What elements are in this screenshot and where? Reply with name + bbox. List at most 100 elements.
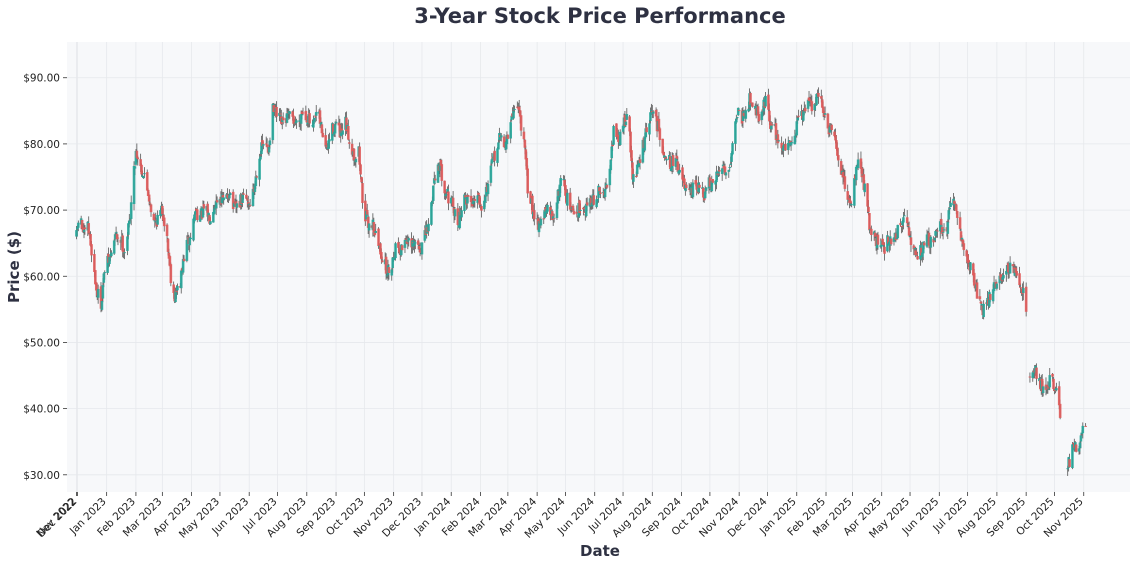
- candle-down: [99, 286, 103, 309]
- candle-up: [499, 135, 503, 138]
- candle-up: [747, 108, 750, 112]
- candle-up: [420, 242, 424, 255]
- candle-up: [463, 194, 466, 212]
- candle-up: [123, 252, 126, 254]
- candle-up: [288, 111, 292, 114]
- candle-down: [582, 207, 585, 210]
- candle-up: [394, 243, 397, 259]
- candle-down: [523, 139, 527, 148]
- candle-up: [556, 189, 560, 204]
- candle-down: [975, 282, 979, 299]
- candle-up: [156, 214, 159, 225]
- candle-down: [833, 131, 836, 137]
- candle-down: [694, 180, 698, 185]
- candle-down: [803, 107, 807, 112]
- candle-up: [476, 195, 479, 203]
- candle-down: [868, 212, 871, 231]
- candle-up: [374, 230, 378, 233]
- candle-up: [232, 202, 236, 207]
- candle-up: [432, 178, 436, 184]
- candle-down: [899, 222, 902, 226]
- candle-down: [400, 245, 404, 251]
- candle-up: [486, 183, 490, 195]
- candle-up: [512, 111, 515, 119]
- candle-up: [334, 121, 338, 124]
- candle-down: [377, 228, 380, 247]
- candle-up: [674, 157, 678, 167]
- candle-down: [202, 204, 206, 209]
- candle-up: [510, 115, 513, 120]
- candle-up: [729, 163, 732, 165]
- candle-up: [1022, 288, 1025, 294]
- candle-up: [669, 167, 673, 171]
- candle-down: [477, 192, 480, 195]
- candle-down: [958, 217, 962, 229]
- candle-up: [192, 218, 195, 241]
- candle-down: [381, 260, 384, 263]
- candle-down: [255, 176, 259, 178]
- candle-down: [405, 241, 409, 244]
- candle-down: [657, 118, 661, 130]
- candle-up: [769, 125, 773, 130]
- candle-up: [828, 126, 832, 133]
- candle-down: [1028, 376, 1032, 378]
- candle-down: [301, 112, 305, 114]
- candle-up: [212, 211, 215, 223]
- candle-down: [842, 175, 846, 177]
- candle-up: [153, 220, 157, 222]
- candle-up: [385, 275, 389, 277]
- candle-up: [209, 221, 212, 225]
- candle-up: [128, 219, 132, 221]
- candle-down: [542, 218, 546, 220]
- candle-down: [416, 240, 420, 245]
- candle-down: [808, 99, 812, 101]
- candle-down: [324, 135, 327, 147]
- candle-down: [1057, 386, 1061, 406]
- candle-up: [220, 194, 224, 204]
- candle-up: [458, 211, 462, 229]
- candle-up: [96, 288, 100, 298]
- candle-up: [327, 140, 330, 150]
- candle-up: [483, 196, 487, 203]
- candle-up: [590, 202, 594, 207]
- candle-down: [246, 202, 250, 205]
- candle-up: [82, 229, 86, 233]
- candle-down: [769, 122, 772, 129]
- candle-up: [179, 270, 183, 289]
- candle-down: [887, 236, 890, 244]
- candle-down: [552, 217, 556, 219]
- candle-up: [268, 140, 272, 146]
- candle-up: [101, 285, 105, 299]
- candle-down: [954, 204, 958, 211]
- candle-down: [611, 145, 614, 147]
- candle-up: [641, 139, 645, 163]
- candle-down: [331, 123, 335, 134]
- candle-up: [194, 211, 197, 215]
- candle-up: [612, 126, 615, 145]
- candle-up: [579, 209, 582, 211]
- candle-down: [517, 106, 521, 110]
- candle-down: [971, 263, 975, 276]
- candle-up: [129, 202, 133, 219]
- candle-up: [546, 204, 549, 212]
- candle-down: [359, 164, 362, 175]
- candle-up: [319, 122, 323, 127]
- candle-down: [955, 211, 959, 218]
- candle-up: [262, 144, 265, 146]
- candle-down: [749, 92, 752, 105]
- candle-up: [295, 120, 298, 123]
- candle-down: [147, 194, 151, 202]
- candle-up: [562, 179, 565, 181]
- candle-up: [998, 275, 1002, 284]
- candle-up: [188, 237, 192, 246]
- candle-up: [969, 262, 972, 271]
- y-tick-label: $30.00: [23, 470, 60, 482]
- candle-up: [228, 195, 231, 199]
- candle-up: [946, 222, 950, 234]
- candle-up: [704, 187, 708, 191]
- candle-up: [189, 237, 192, 239]
- candle-up: [113, 234, 117, 240]
- candle-up: [75, 230, 78, 237]
- candle-down: [248, 204, 252, 206]
- candle-down: [168, 256, 172, 267]
